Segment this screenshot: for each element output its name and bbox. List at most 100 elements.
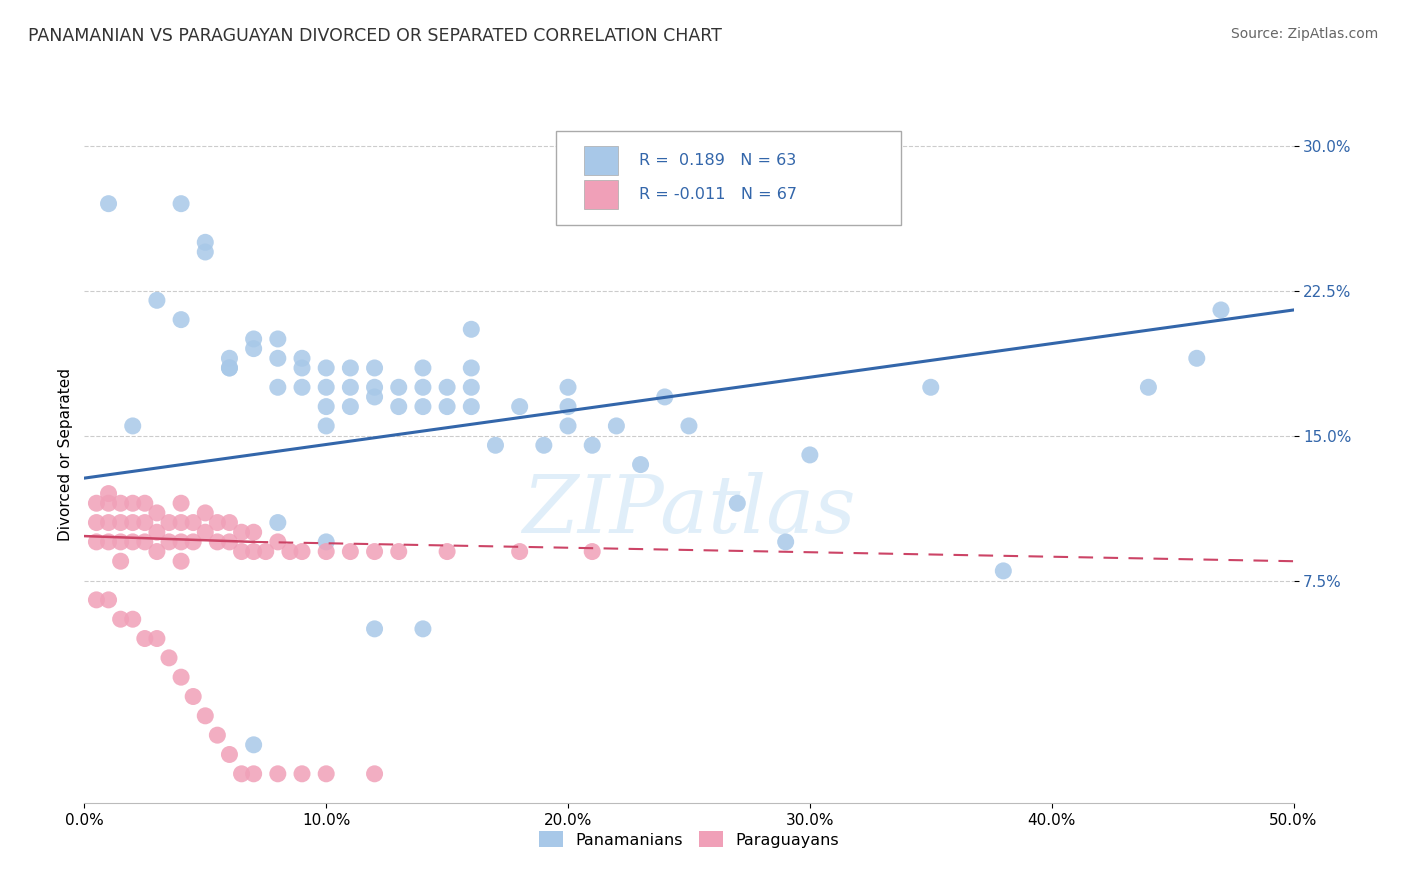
Point — [436, 380, 458, 394]
Point — [121, 496, 143, 510]
Point — [339, 400, 361, 414]
Point — [533, 438, 555, 452]
Point — [267, 767, 290, 781]
Point — [242, 332, 264, 346]
Point — [412, 622, 434, 636]
Point — [291, 380, 314, 394]
Point — [170, 554, 193, 568]
Point — [678, 418, 700, 433]
Point — [775, 534, 797, 549]
Point — [207, 728, 229, 742]
Point — [121, 534, 143, 549]
FancyBboxPatch shape — [555, 131, 901, 226]
Point — [110, 554, 132, 568]
Point — [146, 506, 169, 520]
Text: Source: ZipAtlas.com: Source: ZipAtlas.com — [1230, 27, 1378, 41]
Point — [242, 767, 264, 781]
Point — [170, 196, 193, 211]
FancyBboxPatch shape — [583, 146, 617, 175]
Point — [315, 534, 337, 549]
Point — [509, 400, 531, 414]
Point — [242, 738, 264, 752]
Point — [121, 612, 143, 626]
Point — [291, 351, 314, 366]
Point — [194, 235, 217, 250]
Point — [194, 708, 217, 723]
Point — [218, 534, 240, 549]
Point — [1185, 351, 1208, 366]
Point — [315, 418, 337, 433]
Point — [134, 496, 156, 510]
Point — [254, 544, 277, 558]
Point — [110, 534, 132, 549]
Point — [654, 390, 676, 404]
Point — [170, 534, 193, 549]
Point — [412, 400, 434, 414]
Point — [110, 496, 132, 510]
Point — [363, 544, 385, 558]
Point — [181, 516, 204, 530]
Point — [207, 534, 229, 549]
Point — [315, 544, 337, 558]
Point — [339, 380, 361, 394]
Point — [86, 534, 108, 549]
Point — [97, 516, 120, 530]
Point — [436, 400, 458, 414]
FancyBboxPatch shape — [583, 180, 617, 210]
Point — [315, 767, 337, 781]
Point — [134, 632, 156, 646]
Point — [267, 380, 290, 394]
Point — [1137, 380, 1160, 394]
Y-axis label: Divorced or Separated: Divorced or Separated — [58, 368, 73, 541]
Point — [363, 767, 385, 781]
Point — [97, 534, 120, 549]
Point — [242, 544, 264, 558]
Point — [315, 400, 337, 414]
Point — [993, 564, 1015, 578]
Text: R =  0.189   N = 63: R = 0.189 N = 63 — [640, 153, 797, 168]
Point — [86, 496, 108, 510]
Point — [630, 458, 652, 472]
Point — [557, 400, 579, 414]
Point — [170, 516, 193, 530]
Point — [218, 360, 240, 375]
Point — [315, 380, 337, 394]
Text: PANAMANIAN VS PARAGUAYAN DIVORCED OR SEPARATED CORRELATION CHART: PANAMANIAN VS PARAGUAYAN DIVORCED OR SEP… — [28, 27, 723, 45]
Point — [231, 767, 253, 781]
Point — [218, 747, 240, 762]
Point — [97, 196, 120, 211]
Point — [412, 380, 434, 394]
Point — [170, 496, 193, 510]
Point — [194, 525, 217, 540]
Point — [110, 516, 132, 530]
Point — [146, 544, 169, 558]
Point — [363, 390, 385, 404]
Point — [86, 592, 108, 607]
Point — [388, 380, 411, 394]
Point — [121, 418, 143, 433]
Point — [146, 293, 169, 308]
Point — [134, 534, 156, 549]
Point — [170, 312, 193, 326]
Point — [291, 767, 314, 781]
Point — [363, 380, 385, 394]
Text: R = -0.011   N = 67: R = -0.011 N = 67 — [640, 187, 797, 202]
Point — [605, 418, 627, 433]
Point — [194, 506, 217, 520]
Point — [157, 516, 180, 530]
Point — [339, 544, 361, 558]
Point — [363, 360, 385, 375]
Point — [509, 544, 531, 558]
Text: ZIPatlas: ZIPatlas — [522, 472, 856, 549]
Legend: Panamanians, Paraguayans: Panamanians, Paraguayans — [533, 824, 845, 854]
Point — [86, 516, 108, 530]
Point — [315, 360, 337, 375]
Point — [278, 544, 301, 558]
Point — [267, 351, 290, 366]
Point — [388, 400, 411, 414]
Point — [339, 360, 361, 375]
Point — [157, 651, 180, 665]
Point — [146, 632, 169, 646]
Point — [460, 400, 482, 414]
Point — [181, 534, 204, 549]
